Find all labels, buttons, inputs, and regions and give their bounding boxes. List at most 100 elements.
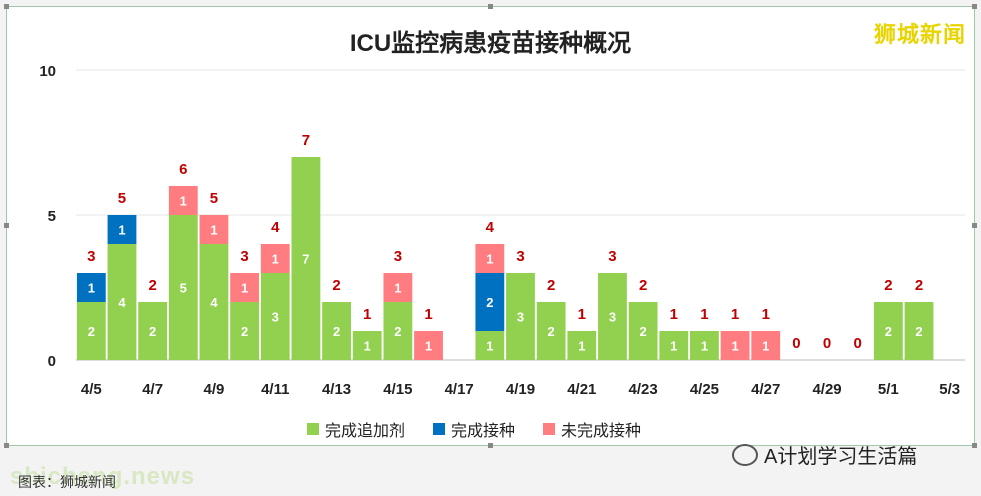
total-value-label: 2 xyxy=(332,277,340,294)
bar-segment xyxy=(475,244,505,273)
segment-value-label: 1 xyxy=(88,281,95,296)
segment-value-label: 2 xyxy=(394,324,401,339)
chart-frame: ICU监控病患疫苗接种概况 狮城新闻 完成追加剂 完成接种 未完成接种 xyxy=(4,4,977,448)
segment-value-label: 2 xyxy=(333,324,340,339)
bar-segment xyxy=(506,273,535,360)
chart-title: ICU监控病患疫苗接种概况 xyxy=(349,30,632,57)
x-tick-label: 4/11 xyxy=(261,381,289,398)
segment-value-label: 1 xyxy=(701,339,708,354)
bar-segment xyxy=(291,157,321,360)
total-value-label: 1 xyxy=(363,306,371,323)
total-value-label: 7 xyxy=(302,132,310,149)
resize-handle-bottom[interactable] xyxy=(488,443,493,448)
segment-value-label: 2 xyxy=(548,324,555,339)
x-tick-label: 4/27 xyxy=(751,381,780,398)
x-tick-label: 4/21 xyxy=(567,381,596,398)
bar-segment xyxy=(873,302,903,360)
resize-handle-top-right[interactable] xyxy=(972,4,977,9)
legend-swatch-incomplete xyxy=(543,423,556,435)
segment-value-label: 1 xyxy=(486,252,493,267)
bar-segment xyxy=(76,273,106,302)
bar-segment xyxy=(199,244,229,360)
x-tick-label: 4/23 xyxy=(629,381,658,398)
segment-value-label: 1 xyxy=(364,339,371,354)
y-tick-label: 10 xyxy=(39,63,56,80)
segment-value-label: 5 xyxy=(180,281,187,296)
x-tick-label: 5/1 xyxy=(878,381,899,398)
wechat-account-name: A计划学习生活篇 xyxy=(764,446,918,468)
segment-value-label: 3 xyxy=(272,310,279,325)
bar-segment xyxy=(751,331,781,360)
legend-label-complete: 完成接种 xyxy=(451,423,516,440)
legend-item-complete: 完成接种 xyxy=(433,417,515,441)
segment-value-label: 3 xyxy=(609,310,616,325)
total-value-label: 3 xyxy=(516,248,524,265)
x-tick-label: 5/3 xyxy=(939,381,960,398)
bar-segment xyxy=(138,302,168,360)
bar-segment xyxy=(383,273,413,302)
total-value-label: 0 xyxy=(854,335,862,352)
segment-value-label: 3 xyxy=(517,310,524,325)
bar-segment xyxy=(720,331,750,360)
total-value-label: 3 xyxy=(240,248,248,265)
segment-value-label: 2 xyxy=(915,324,922,339)
segment-value-label: 1 xyxy=(578,339,585,354)
resize-handle-top[interactable] xyxy=(488,4,493,9)
legend-label-booster: 完成追加剂 xyxy=(325,423,406,440)
bar-segment xyxy=(659,331,689,360)
total-value-label: 2 xyxy=(547,277,555,294)
total-value-label: 2 xyxy=(639,277,647,294)
bar-segment xyxy=(168,186,198,215)
segment-value-label: 1 xyxy=(731,339,738,354)
segment-value-label: 4 xyxy=(118,295,126,310)
resize-handle-bottom-left[interactable] xyxy=(4,443,9,448)
total-value-label: 2 xyxy=(884,277,892,294)
bar-segment xyxy=(414,331,443,360)
total-value-label: 1 xyxy=(578,306,586,323)
x-tick-label: 4/13 xyxy=(322,381,351,398)
total-value-label: 1 xyxy=(670,306,678,323)
legend-item-incomplete: 未完成接种 xyxy=(543,417,641,441)
bar-segment xyxy=(168,215,198,360)
segment-value-label: 2 xyxy=(88,324,95,339)
bar-segment xyxy=(475,273,505,331)
resize-handle-right[interactable] xyxy=(972,223,977,228)
segment-value-label: 4 xyxy=(210,295,218,310)
segment-value-label: 1 xyxy=(118,223,125,238)
segment-value-label: 2 xyxy=(885,324,892,339)
x-tick-label: 4/15 xyxy=(383,381,412,398)
segment-value-label: 2 xyxy=(486,295,493,310)
bar-segment xyxy=(260,273,290,360)
bar-segment xyxy=(690,331,719,360)
segment-value-label: 1 xyxy=(241,281,248,296)
bar-segment xyxy=(352,331,382,360)
watermark-caption: 图表：狮城新闻 xyxy=(18,474,116,490)
resize-handle-bottom-right[interactable] xyxy=(972,443,977,448)
segment-value-label: 1 xyxy=(425,339,432,354)
total-value-label: 2 xyxy=(915,277,923,294)
segment-value-label: 2 xyxy=(149,324,156,339)
x-tick-label: 4/29 xyxy=(812,381,841,398)
bar-segment xyxy=(628,302,658,360)
resize-handle-left[interactable] xyxy=(4,223,9,228)
bar-segment xyxy=(567,331,597,360)
bar-segment xyxy=(383,302,413,360)
legend-item-booster: 完成追加剂 xyxy=(307,417,405,441)
x-tick-label: 4/25 xyxy=(690,381,719,398)
segment-value-label: 1 xyxy=(180,194,187,209)
total-value-label: 3 xyxy=(394,248,402,265)
legend-swatch-complete xyxy=(433,423,446,435)
total-value-label: 4 xyxy=(271,219,280,236)
segment-value-label: 7 xyxy=(302,252,309,267)
bar-segment xyxy=(107,244,137,360)
resize-handle-top-left[interactable] xyxy=(4,4,9,9)
segment-value-label: 1 xyxy=(762,339,769,354)
total-value-label: 1 xyxy=(424,306,432,323)
bar-segment xyxy=(322,302,351,360)
total-value-label: 6 xyxy=(179,161,187,178)
brand-logo-text: 狮城新闻 xyxy=(873,22,966,47)
bar-segment xyxy=(107,215,137,244)
segment-value-label: 1 xyxy=(394,281,401,296)
total-value-label: 5 xyxy=(118,190,126,207)
